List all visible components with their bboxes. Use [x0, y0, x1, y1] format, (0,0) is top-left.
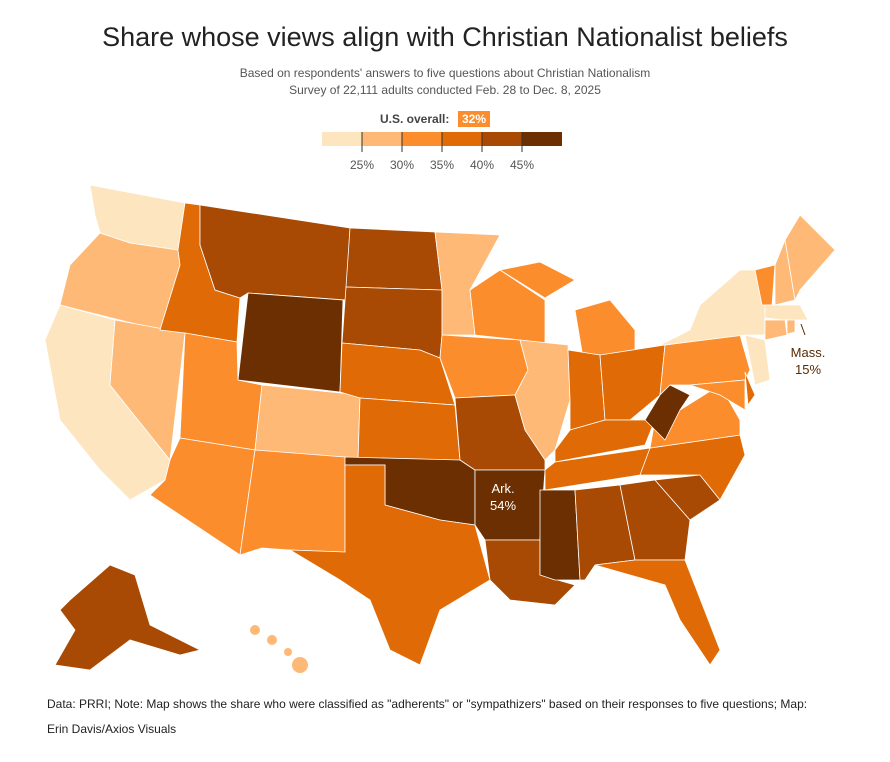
state-CO: [254, 384, 361, 461]
legend-swatch: [362, 132, 402, 146]
color-legend: 25% 30% 35% 40% 45%: [322, 132, 562, 172]
chart-title: Share whose views align with Christian N…: [102, 22, 788, 52]
state-CT: [764, 319, 788, 341]
state-ME: [784, 214, 836, 302]
state-HI: [250, 625, 260, 635]
state-IN: [567, 349, 606, 431]
state-DE: [744, 371, 756, 407]
state-ND: [345, 227, 443, 291]
legend-swatch: [442, 132, 482, 146]
state-NJ: [744, 334, 771, 386]
us-overall-value: 32%: [458, 111, 491, 127]
state-IA: [439, 334, 529, 399]
ark-value: 54%: [490, 498, 516, 513]
state-AK: [54, 564, 202, 671]
state-HI: [292, 657, 308, 673]
us-map: Ark. 54% Mass. 15%: [44, 184, 836, 673]
state-RI: [786, 319, 796, 335]
mass-value: 15%: [795, 362, 821, 377]
state-MT: [199, 204, 351, 301]
state-FL: [594, 559, 721, 666]
state-WY: [237, 292, 344, 393]
state-MS: [539, 489, 581, 581]
legend-swatch: [322, 132, 362, 146]
subtitle: Based on respondents' answers to five qu…: [239, 66, 651, 80]
state-KS: [357, 397, 461, 461]
legend-tick-label: 25%: [350, 158, 374, 172]
legend-tick-label: 40%: [470, 158, 494, 172]
footer-note: Data: PRRI; Note: Map shows the share wh…: [47, 697, 808, 711]
footer-credit: Erin Davis/Axios Visuals: [47, 722, 177, 736]
state-OH: [599, 344, 666, 421]
legend-swatch: [522, 132, 562, 146]
state-MA: [764, 304, 809, 321]
ark-label: Ark.: [491, 481, 514, 496]
subtitle-survey: Survey of 22,111 adults conducted Feb. 2…: [289, 83, 601, 97]
state-HI: [267, 635, 277, 645]
state-NM: [239, 449, 346, 556]
state-KY: [554, 419, 656, 463]
state-NY: [659, 269, 766, 346]
state-WV: [644, 384, 691, 441]
state-TX: [289, 464, 491, 666]
mass-label: Mass.: [791, 345, 826, 360]
legend-tick-label: 30%: [390, 158, 414, 172]
legend-tick-label: 35%: [430, 158, 454, 172]
state-MD: [689, 379, 746, 411]
us-overall-label: U.S. overall:: [380, 112, 450, 126]
legend-swatch: [482, 132, 522, 146]
mass-arrow: [800, 323, 806, 336]
legend-tick-label: 45%: [510, 158, 534, 172]
legend-swatch: [402, 132, 442, 146]
state-MI: [498, 261, 576, 299]
state-HI: [284, 648, 292, 656]
